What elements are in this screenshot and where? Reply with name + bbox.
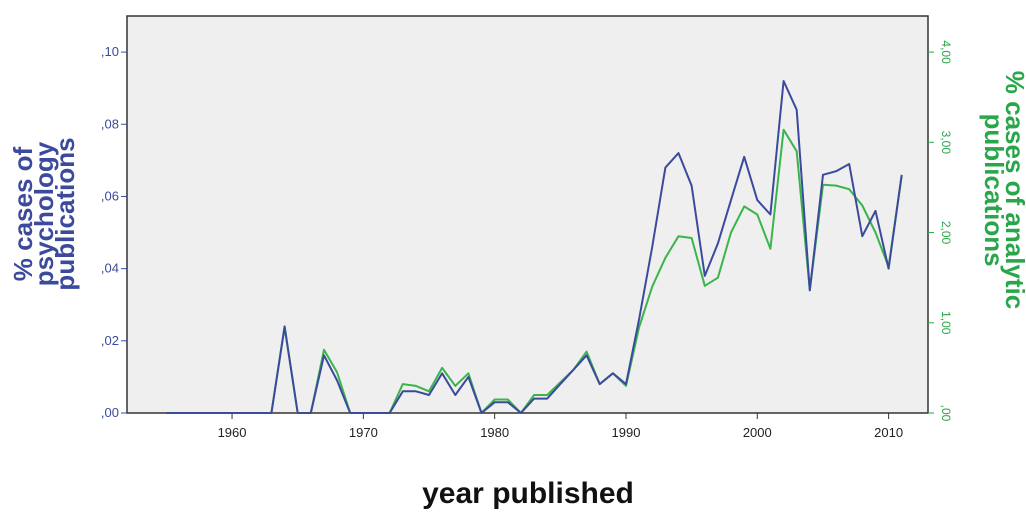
right-axis-title-line-1: % cases of analytic [1000,71,1026,309]
left-axis-title-line-2: psychology [29,141,59,286]
right-tick-label: 3,00 [939,131,953,155]
left-tick-label: ,02 [101,333,119,348]
x-tick-label: 1970 [349,425,378,440]
plot-area [126,15,929,414]
x-tick-label: 1980 [480,425,509,440]
x-axis-ticks: 1960 1970 1980 1990 2000 2010 [218,413,903,440]
left-axis-ticks: ,00 ,02 ,04 ,06 ,08 ,10 [101,44,127,420]
right-tick-label: ,00 [939,405,953,422]
x-tick-label: 2000 [743,425,772,440]
left-tick-label: ,10 [101,44,119,59]
left-axis-title-line-1: % cases of [8,146,38,281]
right-axis-ticks: ,00 1,00 2,00 3,00 4,00 [928,40,953,422]
left-tick-label: ,00 [101,405,119,420]
right-tick-label: 4,00 [939,40,953,64]
x-tick-label: 1990 [612,425,641,440]
left-tick-label: ,04 [101,261,119,276]
left-tick-label: ,08 [101,116,119,131]
right-tick-label: 1,00 [939,311,953,335]
x-axis-title: year published [422,477,634,510]
right-axis-title-line-2: publications [979,113,1009,266]
series-lines [166,80,903,414]
psychology-series-line [166,80,903,414]
left-axis-title-line-3: publications [50,137,80,290]
right-tick-label: 2,00 [939,221,953,245]
x-tick-label: 2010 [874,425,903,440]
left-tick-label: ,06 [101,188,119,203]
x-tick-label: 1960 [218,425,247,440]
